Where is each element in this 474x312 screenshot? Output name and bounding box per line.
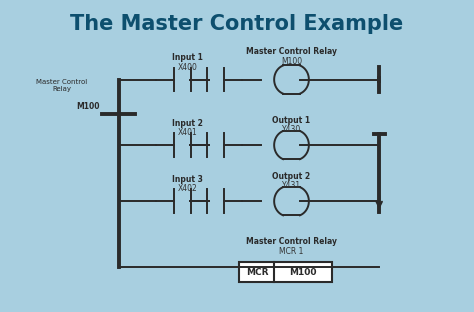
- Text: Y431: Y431: [282, 181, 301, 190]
- Text: Master Control
Relay: Master Control Relay: [36, 79, 87, 92]
- Text: The Master Control Example: The Master Control Example: [70, 14, 404, 34]
- Text: Input 2: Input 2: [172, 119, 203, 128]
- Text: M100: M100: [76, 102, 100, 111]
- Text: M100: M100: [290, 268, 317, 277]
- Text: Y430: Y430: [282, 125, 301, 134]
- Text: Output 2: Output 2: [273, 172, 310, 181]
- Text: X402: X402: [177, 184, 197, 193]
- Text: Input 1: Input 1: [172, 53, 203, 62]
- Text: MCR 1: MCR 1: [279, 247, 304, 256]
- Text: MCR: MCR: [246, 268, 268, 277]
- Text: X400: X400: [177, 63, 197, 72]
- Text: Output 1: Output 1: [273, 116, 310, 125]
- Text: Master Control Relay: Master Control Relay: [246, 47, 337, 56]
- Text: Input 3: Input 3: [172, 175, 203, 184]
- FancyBboxPatch shape: [239, 262, 332, 282]
- Text: M100: M100: [281, 56, 302, 66]
- Text: X401: X401: [177, 128, 197, 137]
- Text: Master Control Relay: Master Control Relay: [246, 237, 337, 246]
